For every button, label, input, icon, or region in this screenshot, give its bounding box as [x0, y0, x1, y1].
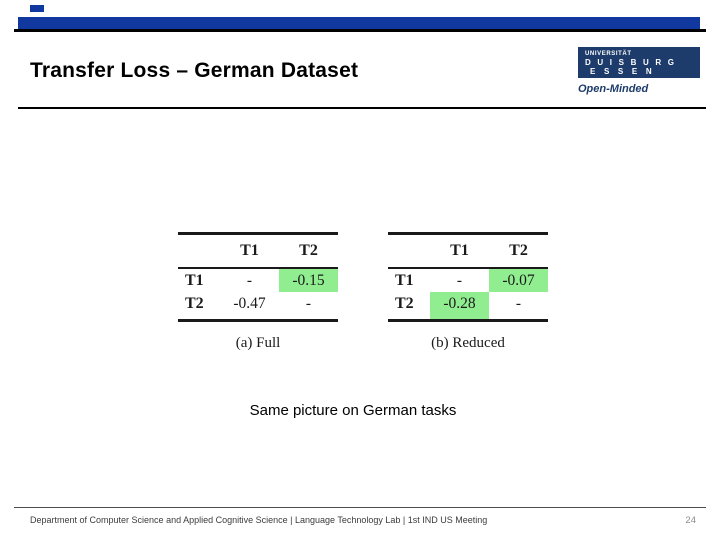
table-header-row: T1 T2: [178, 234, 338, 269]
cell-value-highlighted: -0.07: [489, 268, 548, 292]
footer-divider-line: [14, 507, 706, 508]
cell-value: -: [456, 271, 463, 289]
logo-text-duisburg: D U I S B U R G: [585, 58, 677, 67]
table-caption-reduced: (b) Reduced: [431, 335, 505, 351]
table-header-row: T1 T2: [388, 234, 548, 269]
logo-text-essen: E S S E N: [590, 67, 655, 76]
cell-value: -0.47: [233, 294, 266, 312]
transfer-loss-table-reduced-wrapper: T1 T2 T1 - -0.07 T2 -0.28 - (b) Reduced: [388, 232, 548, 352]
cell-value: -: [515, 294, 522, 312]
cell-value: -: [305, 294, 312, 312]
transfer-loss-table-reduced: T1 T2 T1 - -0.07 T2 -0.28 -: [388, 232, 548, 322]
title-divider-line: [18, 107, 706, 109]
logo-tagline: Open-Minded: [578, 83, 649, 95]
logo-text-universitaet: UNIVERSITÄT: [585, 51, 632, 57]
table-corner-cell: [388, 234, 430, 269]
table-caption-full: (a) Full: [235, 335, 281, 351]
transfer-loss-table-full-wrapper: T1 T2 T1 - -0.15 T2 -0.47 - (a) Full: [178, 232, 338, 352]
row-label-t1: T1: [395, 271, 414, 289]
top-accent-bar-underline: [14, 29, 706, 32]
slide-note-text: Same picture on German tasks: [249, 402, 457, 419]
column-header-t2: T2: [509, 242, 528, 259]
table-corner-cell: [178, 234, 220, 269]
column-header-t1: T1: [450, 242, 469, 259]
page-number: 24: [685, 515, 696, 526]
column-header-t2: T2: [299, 242, 318, 259]
row-label-t2: T2: [185, 294, 204, 312]
cell-value: -: [246, 271, 253, 289]
cell-value-highlighted: -0.15: [279, 268, 338, 292]
university-logo: UNIVERSITÄT D U I S B U R G E S S E N: [578, 47, 700, 78]
top-accent-bar: [18, 17, 700, 29]
column-header-t1: T1: [240, 242, 259, 259]
table-row: T2 -0.47 -: [178, 292, 338, 321]
table-row: T1 - -0.15: [178, 268, 338, 292]
table-row: T1 - -0.07: [388, 268, 548, 292]
row-label-t1: T1: [185, 271, 204, 289]
row-label-t2: T2: [395, 294, 414, 312]
footer-text: Department of Computer Science and Appli…: [30, 515, 488, 525]
transfer-loss-table-full: T1 T2 T1 - -0.15 T2 -0.47 -: [178, 232, 338, 322]
table-row: T2 -0.28 -: [388, 292, 548, 321]
slide-title: Transfer Loss – German Dataset: [30, 59, 359, 82]
cell-value-highlighted: -0.28: [430, 292, 489, 321]
top-left-accent-mark: [30, 5, 44, 12]
